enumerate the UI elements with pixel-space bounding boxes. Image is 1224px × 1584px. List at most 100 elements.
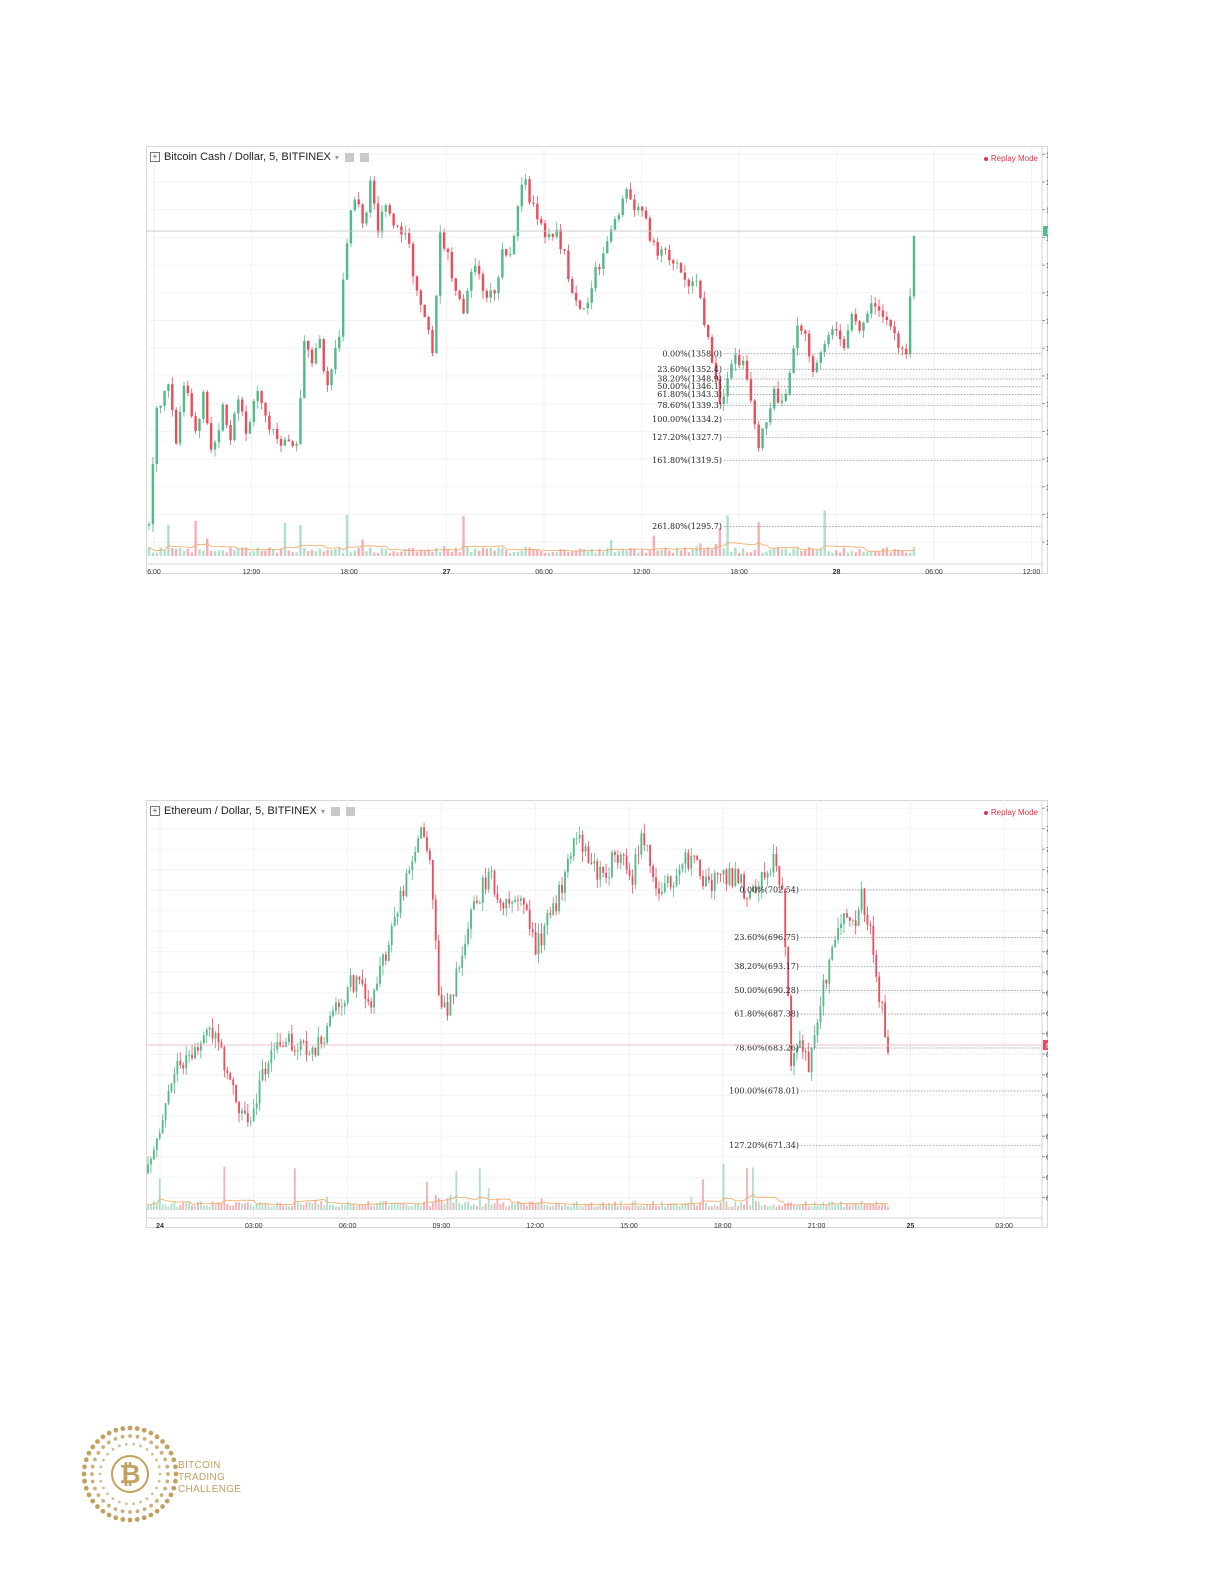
volume-bar: [267, 1204, 270, 1210]
logo-dot: [128, 1510, 132, 1514]
candle-body: [683, 272, 687, 280]
eth-replay-mode[interactable]: Replay Mode: [983, 808, 1038, 817]
candle-body: [866, 914, 869, 925]
volume-bar: [850, 550, 854, 556]
candle-body: [314, 347, 318, 364]
btc-chart[interactable]: 1430.0 1420.0 1410.0 1400.0 1390.0 1380.0 1370…: [146, 146, 1048, 574]
candle-body: [387, 945, 390, 961]
settings-icon[interactable]: [330, 806, 340, 816]
volume-bar: [357, 548, 360, 556]
candle-body: [705, 876, 707, 887]
candle-body: [672, 885, 675, 888]
candle-body: [206, 391, 209, 424]
btc-replay-mode[interactable]: Replay Mode: [983, 154, 1038, 163]
volume-bar: [649, 1205, 652, 1210]
volume-bar: [431, 552, 434, 556]
expand-icon[interactable]: +: [150, 152, 160, 162]
volume-bar: [388, 552, 391, 556]
volume-bar: [575, 1201, 578, 1210]
volume-bar: [652, 535, 656, 556]
candle-body: [648, 218, 652, 241]
volume-bar: [564, 1203, 566, 1210]
volume-bar: [813, 1201, 816, 1210]
volume-bar: [314, 551, 318, 556]
fib-level-label: 61.80%(687.38): [734, 1010, 799, 1019]
candle-body: [407, 233, 411, 244]
candle-body: [176, 1060, 179, 1074]
volume-bar: [811, 548, 815, 556]
volume-bar: [260, 550, 263, 556]
candle-body: [863, 888, 866, 915]
chevron-down-icon[interactable]: ▾: [334, 152, 339, 162]
volume-bar: [318, 548, 322, 556]
settings-icon[interactable]: [344, 152, 354, 162]
candle-body: [628, 869, 631, 877]
fib-level-label: 100.00%(678.01): [729, 1087, 799, 1096]
volume-bar: [485, 548, 489, 556]
candle-body: [652, 865, 654, 878]
y-tick-label: 690.00: [1046, 991, 1048, 998]
logo-dot: [95, 1504, 100, 1509]
volume-bar: [637, 552, 640, 556]
volume-bar: [233, 550, 236, 556]
volume-bar: [261, 1203, 264, 1210]
candle-body: [446, 248, 450, 253]
volume-bar: [428, 1206, 431, 1210]
candle-body: [734, 354, 737, 364]
hide-icon[interactable]: [359, 152, 369, 162]
candle-body: [752, 886, 754, 892]
volume-bar: [877, 552, 881, 556]
candle-body: [703, 297, 706, 326]
btc-chart-canvas[interactable]: 1430.0 1420.0 1410.0 1400.0 1390.0 1380.0 1370…: [146, 146, 1048, 574]
volume-bar: [276, 1202, 279, 1210]
logo-dot: [100, 1434, 106, 1440]
chevron-down-icon[interactable]: ▾: [320, 806, 325, 816]
volume-bar: [155, 1204, 158, 1210]
volume-bar: [807, 1206, 810, 1210]
y-tick-label: 707.50: [1046, 847, 1048, 854]
volume-bar: [384, 1201, 387, 1210]
btc-chart-title: Bitcoin Cash / Dollar, 5, BITFINEX: [164, 151, 331, 163]
volume-bar: [881, 1203, 884, 1210]
volume-bar: [439, 551, 442, 556]
volume-bar: [760, 1206, 763, 1210]
y-tick-label: 1400.0: [1046, 235, 1048, 242]
y-tick-label: 682.50: [1046, 1052, 1048, 1059]
logo-dot: [155, 1458, 158, 1462]
volume-bar: [656, 550, 659, 556]
btc-chart-header: + Bitcoin Cash / Dollar, 5, BITFINEX ▾: [150, 151, 369, 163]
expand-icon[interactable]: +: [150, 806, 160, 816]
volume-bar: [693, 1203, 696, 1210]
volume-bar: [240, 547, 244, 556]
candle-body: [567, 858, 569, 873]
candle-body: [741, 360, 745, 366]
volume-bar: [211, 1201, 214, 1210]
volume-bar: [285, 1205, 287, 1210]
hide-icon[interactable]: [345, 806, 355, 816]
volume-bar: [578, 548, 582, 556]
candle-body: [757, 424, 760, 449]
fib-level-label: 127.20%(671.34): [729, 1141, 799, 1150]
volume-bar: [543, 552, 547, 556]
logo-dot: [171, 1457, 177, 1463]
eth-chart[interactable]: 712.50 710.00 707.50 705.00 702.50 700.00 697.…: [146, 800, 1048, 1228]
volume-bar: [446, 1198, 449, 1210]
candle-body: [450, 252, 454, 279]
candle-body: [464, 943, 467, 956]
logo-dot: [101, 1498, 106, 1503]
logo-dot: [163, 1457, 168, 1462]
volume-bar: [435, 547, 438, 556]
candle-body: [780, 400, 784, 403]
volume-bar: [848, 1205, 851, 1210]
logo-dot: [173, 1471, 179, 1477]
candle-body: [598, 267, 601, 270]
candle-body: [578, 300, 582, 309]
volume-bar: [182, 1202, 185, 1210]
volume-bar: [516, 552, 520, 556]
candle-body: [226, 1070, 229, 1074]
eth-chart-canvas[interactable]: 712.50 710.00 707.50 705.00 702.50 700.00 697.…: [146, 800, 1048, 1228]
candle-body: [517, 899, 519, 901]
candle-body: [431, 329, 434, 354]
x-tick-label: 18:00: [730, 569, 748, 574]
candle-body: [199, 1043, 202, 1051]
